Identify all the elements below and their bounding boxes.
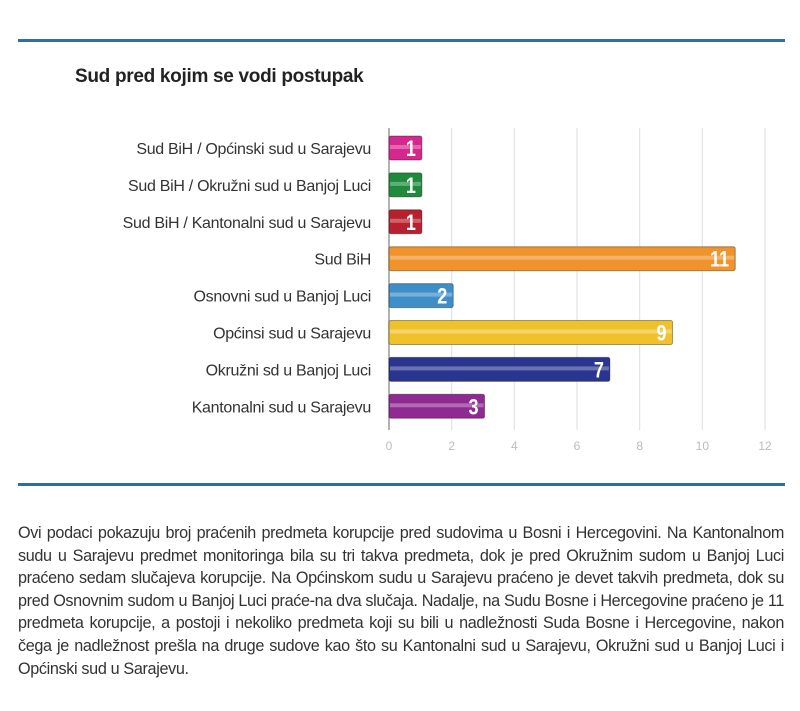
x-tick-label: 10 (696, 439, 710, 453)
category-label: Sud BiH / Okružni sud u Banjoj Luci (128, 178, 371, 195)
bar (388, 135, 423, 161)
bar-value-label: 1 (406, 174, 416, 198)
bar-highlight (390, 329, 672, 334)
chart-title: Sud pred kojim se vodi postupak (75, 66, 364, 87)
bar (388, 172, 423, 198)
bar-value-label: 1 (406, 137, 416, 161)
bar (388, 356, 611, 382)
bar-highlight (390, 403, 484, 408)
bar-highlight (390, 366, 609, 371)
bar-highlight (390, 181, 421, 186)
bar (388, 320, 674, 345)
bar (388, 283, 454, 309)
top-divider (18, 39, 785, 42)
category-label: Osnovni sud u Banjoj Luci (193, 289, 371, 306)
bottom-divider (18, 483, 785, 486)
x-tick-label: 4 (511, 439, 518, 453)
bar-highlight (390, 218, 421, 223)
category-label: Kantonalni sud u Sarajevu (192, 399, 371, 416)
bar (388, 393, 486, 419)
x-tick-label: 12 (758, 439, 772, 453)
bar-value-label: 2 (437, 285, 447, 309)
x-tick-label: 6 (574, 439, 581, 453)
bar-highlight (390, 255, 735, 260)
bar-value-label: 3 (469, 396, 479, 420)
description-paragraph: Ovi podaci pokazuju broj praćenih predme… (18, 524, 784, 678)
category-label: Sud BiH (314, 252, 371, 269)
category-label: Općinsi sud u Sarajevu (213, 326, 371, 343)
bar (388, 209, 423, 235)
bar-value-label: 1 (406, 211, 416, 235)
x-tick-label: 8 (636, 439, 643, 453)
bar (388, 246, 736, 272)
x-tick-label: 0 (386, 439, 393, 453)
x-tick-label: 2 (448, 439, 455, 453)
category-label: Okružni sd u Banjoj Luci (206, 362, 371, 379)
category-label: Sud BiH / Općinski sud u Sarajevu (136, 141, 371, 158)
bar-highlight (390, 145, 421, 149)
bar-value-label: 7 (594, 359, 604, 383)
bar-value-label: 11 (710, 248, 729, 272)
bar-highlight (390, 292, 453, 297)
bar-value-label: 9 (657, 322, 667, 346)
category-label: Sud BiH / Kantonalni sud u Sarajevu (123, 215, 371, 232)
